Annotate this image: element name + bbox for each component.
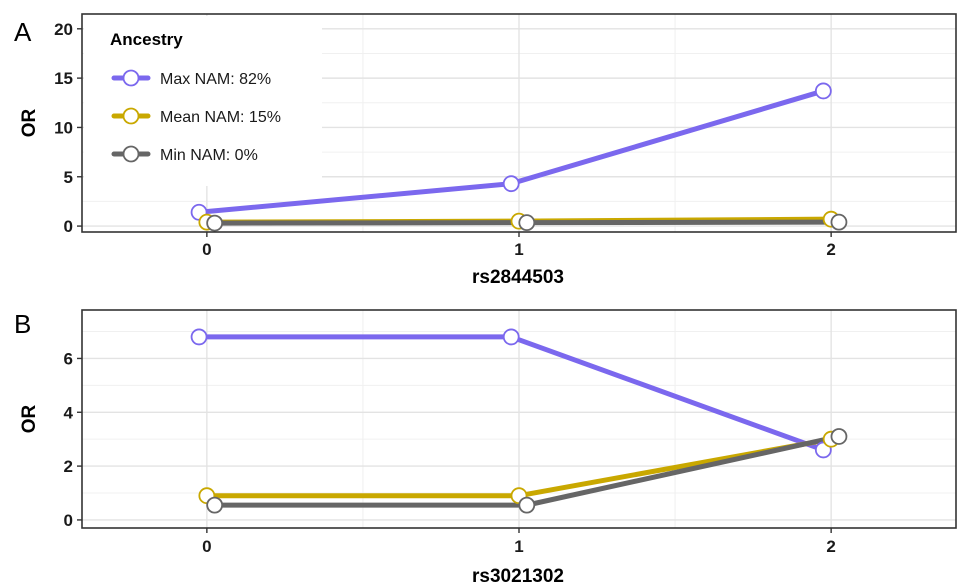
x-tick-label: 2 (826, 240, 835, 259)
y-tick-label: 6 (64, 349, 73, 368)
legend-entry-3: Min NAM: 0% (160, 147, 258, 164)
y-axis-title: OR (19, 404, 40, 433)
panel-letter-b: B (14, 309, 31, 339)
legend: Ancestry Max NAM: 82% Mean NAM: 15% Min NAM… (84, 16, 322, 186)
y-axis-title: OR (19, 108, 40, 137)
data-point (206, 214, 224, 232)
data-point (830, 428, 848, 445)
legend-title: Ancestry (110, 30, 183, 49)
y-tick-label: 0 (64, 217, 73, 236)
legend-entry-1: Max NAM: 82% (160, 71, 271, 88)
legend-swatch-point (122, 69, 140, 87)
legend-entry-2: Mean NAM: 15% (160, 109, 281, 126)
x-tick-label: 0 (202, 537, 211, 556)
chart-panel-b: 0 2 4 6 0 1 2 rs3021302 OR (19, 309, 957, 587)
x-axis-title: rs2844503 (472, 267, 564, 288)
panel-letter-a: A (14, 17, 32, 47)
y-tick-label: 2 (64, 457, 73, 476)
data-point (502, 175, 520, 193)
y-tick-label: 15 (54, 69, 73, 88)
y-tick-label: 0 (64, 511, 73, 530)
x-axis-title: rs3021302 (472, 566, 564, 587)
x-tick-label: 0 (202, 240, 211, 259)
x-tick-label: 2 (826, 537, 835, 556)
y-tick-label: 4 (64, 403, 74, 422)
x-tick-label: 1 (514, 240, 523, 259)
data-point (518, 496, 536, 514)
y-tick-label: 10 (54, 118, 73, 137)
y-tick-label: 5 (64, 168, 73, 187)
data-point (190, 328, 208, 346)
data-point (502, 328, 520, 346)
y-tick-label: 20 (54, 20, 73, 39)
chart-panel-a: 0 5 10 15 20 0 1 2 rs2844503 OR Ancestry Max NAM: 8… (19, 13, 957, 288)
legend-swatch-point (122, 145, 140, 163)
series-line-1 (196, 334, 826, 453)
data-point (830, 213, 848, 231)
legend-swatch-point (122, 107, 140, 125)
x-tick-label: 1 (514, 537, 523, 556)
data-point (814, 82, 832, 100)
data-point (206, 496, 224, 514)
data-point (518, 214, 536, 232)
